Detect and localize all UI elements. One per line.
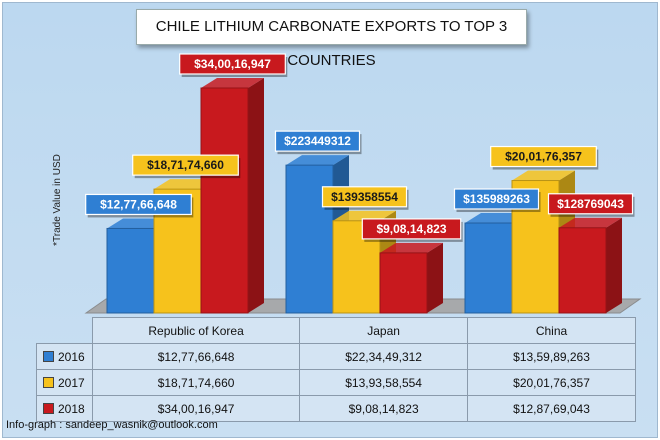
bar-top	[380, 242, 443, 253]
bar-front	[200, 87, 249, 314]
table-cell: $12,87,69,043	[467, 395, 636, 422]
data-label-2016: $12,77,66,648	[85, 193, 194, 218]
data-label-text: $20,01,76,357	[505, 150, 582, 164]
data-label-box	[132, 154, 239, 176]
legend-label-2016: 2016	[58, 349, 85, 364]
data-label-box	[490, 145, 597, 168]
data-label-2017: $18,71,74,660	[132, 154, 241, 179]
table-header-korea: Republic of Korea	[91, 317, 301, 344]
table-cell: $9,08,14,823	[299, 395, 469, 422]
data-label-2017: $139358554	[321, 186, 409, 210]
data-label-2018: $34,00,16,947	[179, 53, 288, 77]
table-cell: $12,77,66,648	[91, 343, 301, 370]
bar-front	[558, 227, 607, 314]
data-label-2018: $128769043	[547, 193, 635, 217]
data-label-2017: $20,01,76,357	[490, 145, 599, 170]
data-label-text: $128769043	[557, 197, 624, 211]
bar-front	[106, 227, 155, 314]
bar-top	[512, 170, 575, 181]
data-label-box	[274, 130, 361, 152]
legend-swatch-2017	[43, 376, 54, 388]
data-label-box	[547, 193, 634, 215]
table-cell: $20,01,76,357	[467, 369, 636, 396]
table-corner	[37, 318, 93, 344]
table-row: 2017 $18,71,74,660 $13,93,58,554 $20,01,…	[36, 369, 636, 396]
bar-top	[286, 155, 349, 166]
bar-side	[427, 242, 443, 313]
bar-side	[606, 217, 622, 313]
data-label-2016: $223449312	[274, 130, 362, 155]
data-label-text: $139358554	[331, 190, 398, 204]
legend-2016: 2016	[36, 343, 93, 370]
table-cell: $18,71,74,660	[91, 369, 301, 396]
legend-swatch-2016	[43, 350, 54, 362]
data-label-box	[85, 193, 192, 216]
bar-front	[379, 252, 428, 314]
data-label-box	[179, 53, 286, 75]
legend-label-2017: 2017	[58, 375, 85, 390]
table-row: 2016 $12,77,66,648 $22,34,49,312 $13,59,…	[36, 343, 636, 370]
data-label-box	[321, 186, 408, 208]
bar-top	[201, 78, 264, 88]
data-label-box	[361, 218, 462, 240]
footer-credit: Info-graph : sandeep_wasnik@outlook.com	[6, 419, 218, 431]
legend-swatch-2018	[43, 402, 54, 414]
data-label-box	[453, 188, 540, 210]
legend-2018: 2018	[36, 395, 93, 422]
table-header-china: China	[467, 317, 636, 344]
data-label-2016: $135989263	[453, 188, 541, 213]
bar-top	[333, 210, 396, 221]
bar-2018	[200, 78, 264, 314]
table-header-japan: Japan	[299, 317, 469, 344]
bar-front	[464, 222, 513, 314]
bar-2018	[558, 217, 622, 314]
legend-2017: 2017	[36, 369, 93, 396]
data-label-text: $223449312	[284, 134, 351, 148]
bar-side	[248, 78, 264, 313]
table-cell: $13,59,89,263	[467, 343, 636, 370]
data-label-text: $18,71,74,660	[147, 158, 224, 172]
bar-2018	[379, 242, 443, 314]
legend-label-2018: 2018	[58, 401, 85, 416]
data-label-text: $34,00,16,947	[194, 57, 271, 71]
table-header-row: Republic of Korea Japan China	[37, 317, 636, 344]
table-cell: $34,00,16,947	[91, 395, 301, 422]
chart-title: CHILE LITHIUM CARBONATE EXPORTS TO TOP 3…	[136, 9, 527, 69]
data-label-text: $9,08,14,823	[376, 222, 446, 236]
data-label-text: $135989263	[463, 192, 530, 206]
table-cell: $13,93,58,554	[299, 369, 469, 396]
data-table: Republic of Korea Japan China 2016 $12,7…	[36, 317, 636, 422]
bar-top	[559, 217, 622, 228]
data-label-text: $12,77,66,648	[100, 197, 177, 211]
table-row: 2018 $34,00,16,947 $9,08,14,823 $12,87,6…	[36, 395, 636, 422]
y-axis-label: *Trade Value in USD	[52, 154, 63, 246]
table-cell: $22,34,49,312	[299, 343, 469, 370]
data-label-2018: $9,08,14,823	[361, 218, 463, 242]
